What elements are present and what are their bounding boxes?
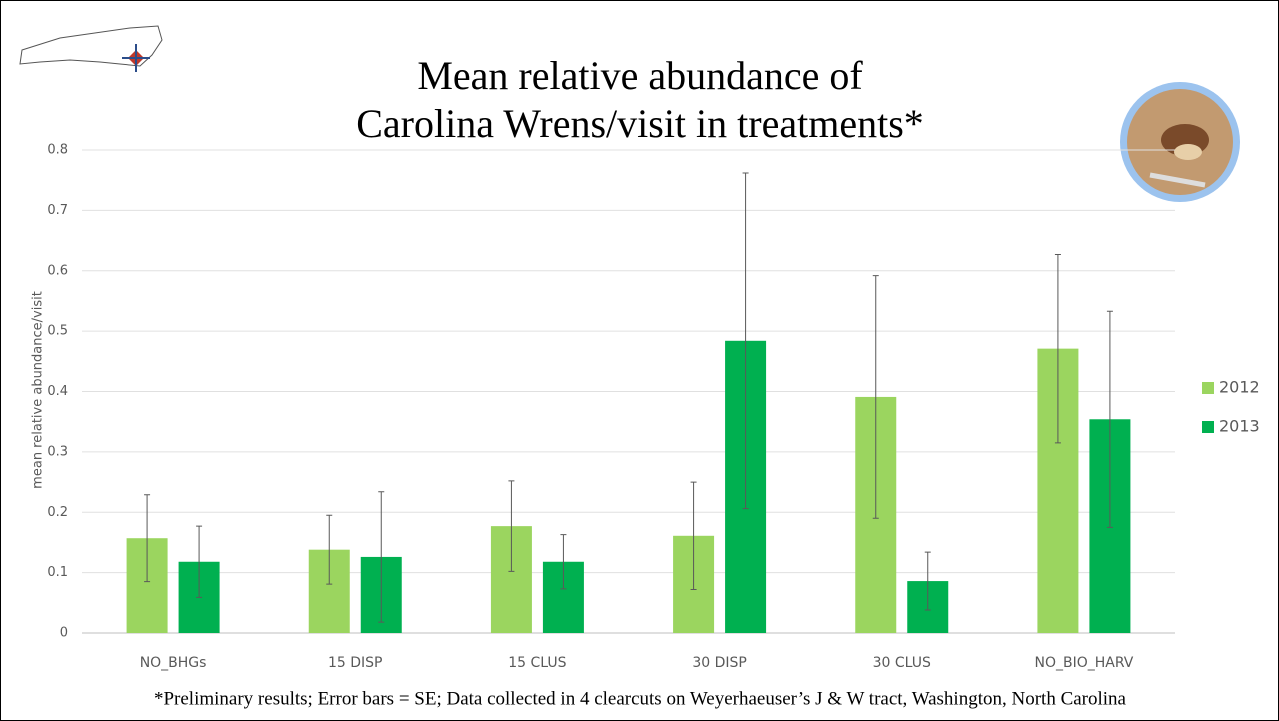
y-tick-label: 0.4 bbox=[47, 384, 68, 399]
error-bar bbox=[872, 275, 879, 519]
x-tick-label: NO_BHGs bbox=[140, 655, 207, 671]
error-bar bbox=[560, 534, 567, 590]
legend-label: 2012 bbox=[1219, 378, 1260, 397]
error-bar bbox=[326, 514, 333, 585]
error-bar bbox=[1054, 253, 1061, 444]
nc-map-icon bbox=[19, 25, 163, 72]
y-tick-label: 0.8 bbox=[47, 143, 68, 158]
error-bar bbox=[508, 480, 515, 572]
chart-title: Mean relative abundance of bbox=[417, 53, 863, 98]
bird-photo bbox=[1120, 82, 1240, 202]
x-tick-label: NO_BIO_HARV bbox=[1034, 655, 1133, 671]
y-tick-label: 0.3 bbox=[47, 444, 68, 459]
error-bar bbox=[196, 525, 203, 598]
x-tick-label: 15 DISP bbox=[328, 655, 383, 671]
y-tick-label: 0.7 bbox=[47, 203, 68, 218]
y-tick-label: 0 bbox=[60, 626, 68, 641]
y-tick-label: 0.6 bbox=[47, 263, 68, 278]
footnote: *Preliminary results; Error bars = SE; D… bbox=[154, 688, 1127, 709]
error-bar bbox=[690, 481, 697, 591]
legend-swatch bbox=[1202, 421, 1214, 433]
x-tick-label: 30 DISP bbox=[692, 655, 747, 671]
y-tick-label: 0.5 bbox=[47, 324, 68, 339]
error-bar bbox=[742, 172, 749, 510]
error-bar bbox=[144, 494, 151, 583]
x-tick-label: 30 CLUS bbox=[873, 655, 931, 671]
legend-swatch bbox=[1202, 382, 1214, 394]
x-tick-label: 15 CLUS bbox=[508, 655, 566, 671]
error-bar bbox=[378, 491, 385, 623]
y-tick-label: 0.1 bbox=[47, 565, 68, 580]
error-bar bbox=[1106, 310, 1113, 528]
error-bar bbox=[924, 551, 931, 611]
y-axis-label: mean relative abundance/visit bbox=[31, 291, 46, 489]
chart-subtitle: Carolina Wrens/visit in treatments* bbox=[356, 101, 924, 146]
y-tick-label: 0.2 bbox=[47, 505, 68, 520]
legend-label: 2013 bbox=[1219, 417, 1260, 436]
